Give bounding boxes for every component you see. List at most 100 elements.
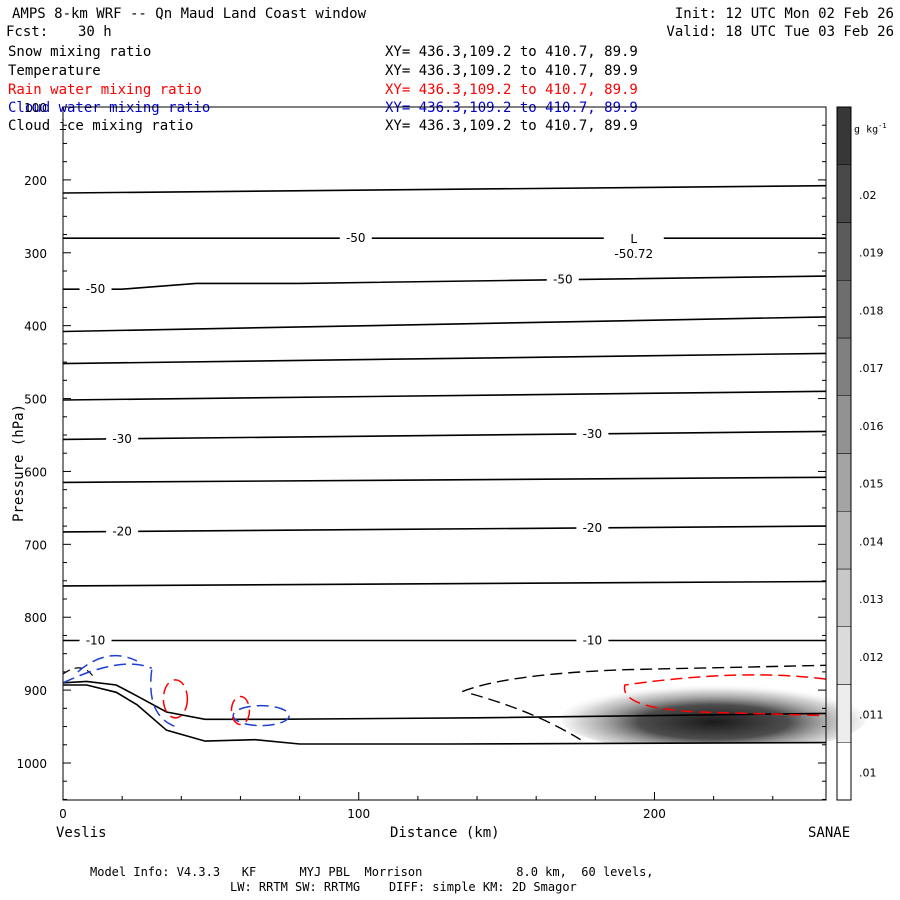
y-tick-label: 1000 [16,757,47,771]
cloud-water-contour [150,669,176,728]
rain-water-contour [623,674,827,717]
colorbar-frame [836,106,852,801]
colorbar-segment [836,453,852,512]
field-name-temperature: Temperature [8,63,101,79]
colorbar-segment [836,626,852,685]
field-xy-cloud-water: XY= 436.3,109.2 to 410.7, 89.9 [385,100,638,116]
cloud-water-contour [77,654,138,673]
forecast-label: Fcst: [6,24,49,40]
isotherm-label: -50 [346,231,366,245]
colorbar-segment [836,742,852,801]
field-xy-snow: XY= 436.3,109.2 to 410.7, 89.9 [385,44,638,60]
colorbar-segment [836,395,852,454]
isotherm-label-bg [339,230,372,246]
isotherm-label: -30 [112,432,132,446]
y-tick-label: 900 [24,684,47,698]
cloud-ice-contour [470,693,581,741]
isotherm-line [62,525,827,533]
colorbar-segment [836,511,852,570]
field-name-cloud-water: Cloud water mixing ratio [8,100,211,116]
isotherm-line [62,390,827,401]
low-marker-value: -50.72 [614,247,653,261]
rain-water-contour [230,695,251,726]
x-start-label: Veslis [56,825,107,841]
colorbar-tick-label: .019 [859,247,884,260]
isotherm-label: -50 [86,282,106,296]
colorbar-tick-label: .02 [859,189,877,202]
snow-mixing-shading [561,683,866,754]
model-info-line1: Model Info: V4.3.3 KF MYJ PBL Morrison 8… [90,865,654,879]
colorbar-tick-label: .013 [859,593,884,606]
isotherm-label: -10 [583,634,603,648]
cloud-ice-contour [461,664,827,693]
terrain-mask [63,685,826,800]
y-tick-label: 100 [24,101,47,115]
colorbar-segment [836,222,852,281]
colorbar-unit-exp: -1 [878,122,887,130]
y-tick-label: 800 [24,611,47,625]
isotherm-line [63,275,827,290]
isotherm-label: -50 [553,273,573,287]
y-tick-label: 700 [24,538,47,552]
isotherm-label: -10 [86,634,106,648]
colorbar-tick-label: .011 [859,709,884,722]
isotherm-label: -20 [112,524,132,538]
field-name-cloud-ice: Cloud ice mixing ratio [8,118,194,134]
colorbar-segment [836,280,852,339]
isotherm-label-bg [106,430,139,446]
x-end-label: SANAE [808,825,851,841]
isotherm-line [62,184,827,194]
y-tick-label: 600 [24,465,47,479]
x-tick-label: 200 [643,807,666,821]
colorbar-tick-label: .016 [859,420,884,433]
forecast-hours: 30 h [78,24,112,40]
x-tick-label: 0 [59,807,67,821]
y-tick-label: 400 [24,320,47,334]
isotherm-label-bg [79,632,112,648]
init-time: Init: 12 UTC Mon 02 Feb 26 [674,6,894,22]
isotherm-line [62,316,827,333]
field-xy-cloud-ice: XY= 436.3,109.2 to 410.7, 89.9 [385,118,638,134]
y-tick-label: 500 [24,393,47,407]
colorbar-segment [836,164,852,223]
isotherm-line [62,476,827,484]
colorbar-tick-label: .01 [859,766,877,779]
isotherm-label-bg [576,632,609,648]
isotherm-label-bg [576,425,609,441]
rain-water-contour [162,679,189,719]
colorbar-tick-label: .012 [859,651,884,664]
colorbar-segment [836,568,852,627]
y-axis-label: Pressure (hPa) [11,403,28,523]
colorbar-tick-label: .015 [859,478,884,491]
isotherm-label-bg [106,523,139,539]
x-tick-label: 100 [347,807,370,821]
terrain-upper-line [62,680,827,721]
isotherm-line [62,430,827,441]
isotherm-label-bg [576,519,609,535]
colorbar-tick-label: .017 [859,362,884,375]
cloud-water-contour [62,663,153,684]
colorbar-tick-label: .018 [859,304,884,317]
isotherm-label: -30 [583,427,603,441]
terrain-lower-line [63,684,827,745]
colorbar-tick-label: .014 [859,535,884,548]
isotherm-label-bg [79,281,112,297]
colorbar-segment [836,337,852,396]
chart-title: AMPS 8-km WRF -- Qn Maud Land Coast wind… [12,6,367,22]
colorbar-unit-text: g kg [854,124,879,136]
isotherm-label-bg [546,271,579,287]
field-xy-rain: XY= 436.3,109.2 to 410.7, 89.9 [385,82,638,98]
valid-time: Valid: 18 UTC Tue 03 Feb 26 [666,24,894,40]
field-name-rain: Rain water mixing ratio [8,82,202,98]
isotherm-line [62,580,827,587]
cloud-water-contour [232,704,290,727]
low-marker-bg [603,230,664,261]
y-tick-label: 300 [24,247,47,261]
model-info-line2: LW: RRTM SW: RRTMG DIFF: simple KM: 2D S… [230,880,577,894]
field-xy-temperature: XY= 436.3,109.2 to 410.7, 89.9 [385,63,638,79]
low-marker-letter: L [630,232,637,246]
colorbar-segment [836,684,852,743]
isotherm-line [62,352,827,365]
isotherm-label: -20 [583,521,603,535]
